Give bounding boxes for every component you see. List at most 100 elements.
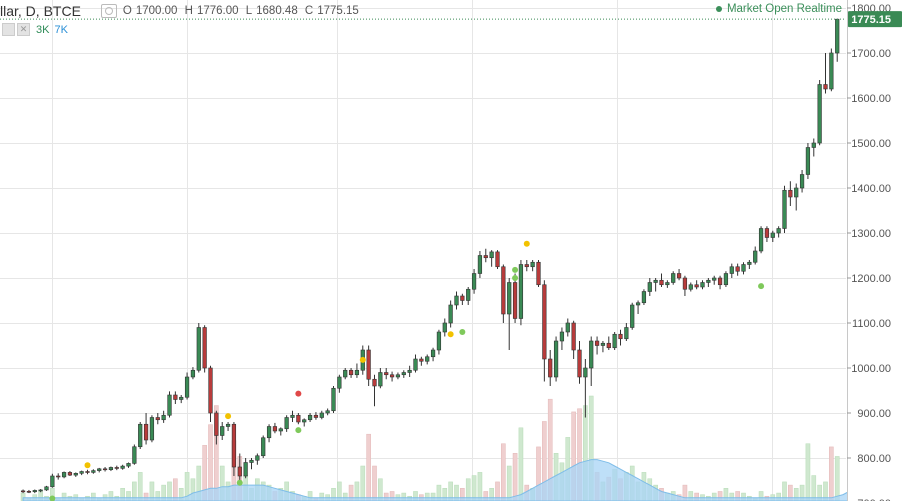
candle-body[interactable] <box>366 349 371 380</box>
candle-body[interactable] <box>149 417 155 441</box>
candle-body[interactable] <box>261 437 266 457</box>
settings-icon[interactable] <box>100 4 117 18</box>
candle-body[interactable] <box>73 472 78 476</box>
candle-body[interactable] <box>764 228 770 238</box>
candle-body[interactable] <box>167 394 172 416</box>
candle-body[interactable] <box>548 358 553 378</box>
candle-body[interactable] <box>571 322 576 351</box>
candle-body[interactable] <box>641 291 647 304</box>
candle-body[interactable] <box>401 372 406 376</box>
candle-body[interactable] <box>389 374 395 378</box>
candle-body[interactable] <box>829 52 834 90</box>
candle-body[interactable] <box>196 327 201 371</box>
candle-body[interactable] <box>378 372 383 387</box>
candle-body[interactable] <box>460 295 465 301</box>
candle-body[interactable] <box>518 264 524 319</box>
candle-body[interactable] <box>589 340 594 369</box>
candle-body[interactable] <box>307 414 313 421</box>
candle-body[interactable] <box>50 475 55 488</box>
candle-body[interactable] <box>448 304 453 324</box>
candle-body[interactable] <box>630 304 635 328</box>
candle-body[interactable] <box>190 369 196 378</box>
candle-body[interactable] <box>735 266 740 272</box>
candle-body[interactable] <box>173 394 178 400</box>
candle-body[interactable] <box>530 261 535 268</box>
candle-body[interactable] <box>612 333 617 349</box>
candle-body[interactable] <box>659 279 664 286</box>
candle-body[interactable] <box>466 288 471 301</box>
candle-body[interactable] <box>647 282 652 292</box>
candle-body[interactable] <box>553 340 559 378</box>
candle-body[interactable] <box>249 459 254 463</box>
candle-body[interactable] <box>155 417 160 421</box>
candle-body[interactable] <box>811 142 816 148</box>
candle-body[interactable] <box>284 417 289 430</box>
candle-body[interactable] <box>618 333 623 340</box>
candle-body[interactable] <box>278 428 283 432</box>
candle-body[interactable] <box>290 414 295 418</box>
candle-body[interactable] <box>682 277 688 290</box>
candle-body[interactable] <box>782 189 787 229</box>
candle-body[interactable] <box>817 84 822 144</box>
candle-body[interactable] <box>741 264 746 272</box>
candle-body[interactable] <box>26 490 32 493</box>
candle-body[interactable] <box>67 472 73 476</box>
candle-body[interactable] <box>419 358 424 362</box>
candle-body[interactable] <box>454 295 459 306</box>
candle-body[interactable] <box>483 255 488 259</box>
candle-body[interactable] <box>243 462 248 477</box>
candle-body[interactable] <box>758 228 764 252</box>
candle-body[interactable] <box>202 327 207 369</box>
candle-body[interactable] <box>536 261 541 286</box>
candle-body[interactable] <box>120 465 125 469</box>
candle-body[interactable] <box>214 412 219 436</box>
candle-body[interactable] <box>208 367 213 414</box>
candle-body[interactable] <box>430 349 436 358</box>
candle-body[interactable] <box>179 396 184 400</box>
candle-body[interactable] <box>337 376 342 389</box>
candle-body[interactable] <box>20 490 26 493</box>
candle-body[interactable] <box>38 489 43 492</box>
candle-body[interactable] <box>108 467 114 471</box>
indicator-settings-icon[interactable] <box>2 23 15 36</box>
candle-body[interactable] <box>85 471 90 473</box>
candle-body[interactable] <box>559 331 565 342</box>
candle-body[interactable] <box>407 369 412 373</box>
candle-body[interactable] <box>302 419 307 423</box>
candle-body[interactable] <box>272 426 278 432</box>
candle-body[interactable] <box>395 374 401 378</box>
candle-body[interactable] <box>255 455 260 461</box>
candle-body[interactable] <box>635 302 641 306</box>
candle-body[interactable] <box>489 251 494 259</box>
candle-body[interactable] <box>671 273 676 283</box>
candle-body[interactable] <box>319 412 324 418</box>
candle-body[interactable] <box>126 463 131 467</box>
candle-body[interactable] <box>788 189 793 198</box>
candle-body[interactable] <box>132 446 137 464</box>
candle-body[interactable] <box>44 486 49 491</box>
candle-body[interactable] <box>723 273 729 286</box>
candle-body[interactable] <box>495 251 500 268</box>
candle-body[interactable] <box>805 147 811 175</box>
candle-body[interactable] <box>776 228 781 234</box>
candle-body[interactable] <box>823 84 828 90</box>
candle-body[interactable] <box>56 475 61 478</box>
candle-body[interactable] <box>225 423 231 427</box>
candle-body[interactable] <box>313 414 319 418</box>
candle-body[interactable] <box>565 322 570 333</box>
candle-body[interactable] <box>184 376 190 398</box>
candle-body[interactable] <box>79 471 84 474</box>
candle-body[interactable] <box>542 284 547 360</box>
candle-body[interactable] <box>477 255 483 274</box>
candle-body[interactable] <box>138 423 143 448</box>
candle-body[interactable] <box>577 349 582 378</box>
candle-body[interactable] <box>436 331 442 351</box>
candle-body[interactable] <box>799 174 805 189</box>
candle-body[interactable] <box>501 266 506 315</box>
candle-body[interactable] <box>583 367 588 378</box>
candle-body[interactable] <box>413 358 418 371</box>
candle-body[interactable] <box>694 284 699 288</box>
candle-body[interactable] <box>32 490 37 493</box>
candle-body[interactable] <box>325 410 330 414</box>
